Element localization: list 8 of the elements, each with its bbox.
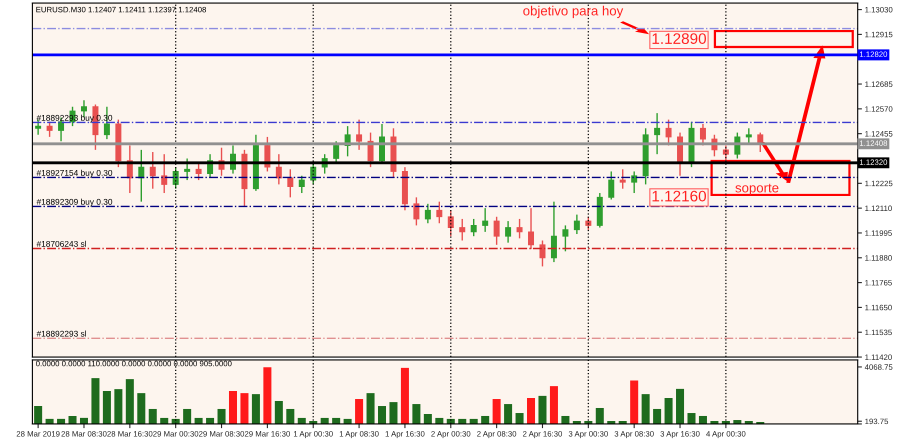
ref-line-label: #18927154 buy 0.30 [36, 170, 112, 178]
ref-line-label: #18892293 sl [36, 330, 86, 337]
annotation: objetivo para hoy [523, 6, 624, 18]
annotation: 1.12890 [652, 33, 706, 44]
annotation: 1.12160 [652, 190, 706, 202]
annotation: soporte [735, 184, 778, 196]
ref-line-label: #18892309 buy 0.30 [36, 198, 112, 206]
ref-line-label: #18706243 sl [36, 240, 86, 247]
